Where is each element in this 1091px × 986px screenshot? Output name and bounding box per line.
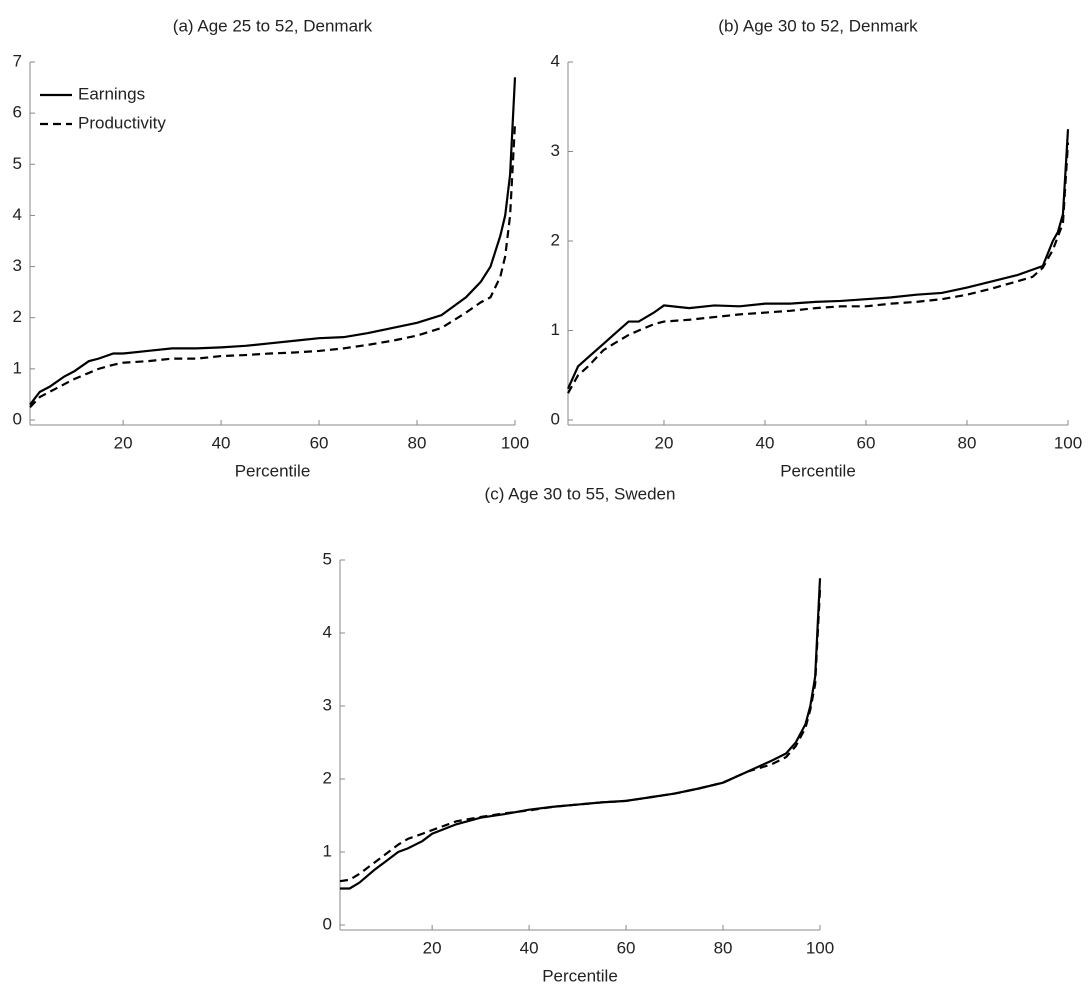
x-tick-label: 80 [408, 433, 427, 452]
y-tick-label: 1 [323, 841, 332, 860]
x-tick-label: 60 [310, 433, 329, 452]
x-axis-label: Percentile [780, 461, 856, 480]
legend-label: Earnings [78, 84, 145, 103]
legend-label: Productivity [78, 113, 166, 132]
y-tick-label: 4 [13, 205, 22, 224]
y-tick-label: 3 [13, 256, 22, 275]
x-axis-label: Percentile [235, 461, 311, 480]
x-tick-label: 100 [1054, 433, 1082, 452]
chart-title: (b) Age 30 to 52, Denmark [718, 16, 918, 35]
series-line [567, 142, 1070, 394]
y-tick-label: 5 [323, 549, 332, 568]
y-tick-label: 1 [13, 358, 22, 377]
y-tick-label: 2 [13, 307, 22, 326]
y-tick-label: 0 [323, 914, 332, 933]
x-axis-label: Percentile [542, 966, 618, 985]
chart-title: (c) Age 30 to 55, Sweden [485, 484, 676, 503]
y-tick-label: 6 [13, 103, 22, 122]
y-tick-label: 3 [323, 695, 332, 714]
y-tick-label: 5 [13, 154, 22, 173]
x-tick-label: 60 [857, 433, 876, 452]
series-line [339, 589, 822, 883]
chart-title: (a) Age 25 to 52, Denmark [173, 16, 373, 35]
y-tick-label: 1 [551, 320, 560, 339]
x-tick-label: 40 [520, 938, 539, 957]
x-tick-label: 80 [958, 433, 977, 452]
series-line [566, 129, 1070, 390]
y-tick-label: 7 [13, 51, 22, 70]
x-tick-label: 100 [501, 433, 529, 452]
x-tick-label: 40 [212, 433, 231, 452]
y-tick-label: 4 [323, 622, 332, 641]
series-line [29, 123, 517, 408]
x-tick-label: 100 [806, 938, 834, 957]
x-tick-label: 20 [114, 433, 133, 452]
series-line [340, 578, 822, 890]
x-tick-label: 20 [654, 433, 673, 452]
y-tick-label: 4 [551, 51, 560, 70]
series-line [29, 77, 517, 406]
y-tick-label: 0 [13, 409, 22, 428]
x-tick-label: 40 [756, 433, 775, 452]
x-tick-label: 20 [423, 938, 442, 957]
x-tick-label: 60 [617, 938, 636, 957]
y-tick-label: 0 [551, 409, 560, 428]
y-tick-label: 2 [551, 230, 560, 249]
y-tick-label: 3 [551, 141, 560, 160]
x-tick-label: 80 [714, 938, 733, 957]
y-tick-label: 2 [323, 768, 332, 787]
